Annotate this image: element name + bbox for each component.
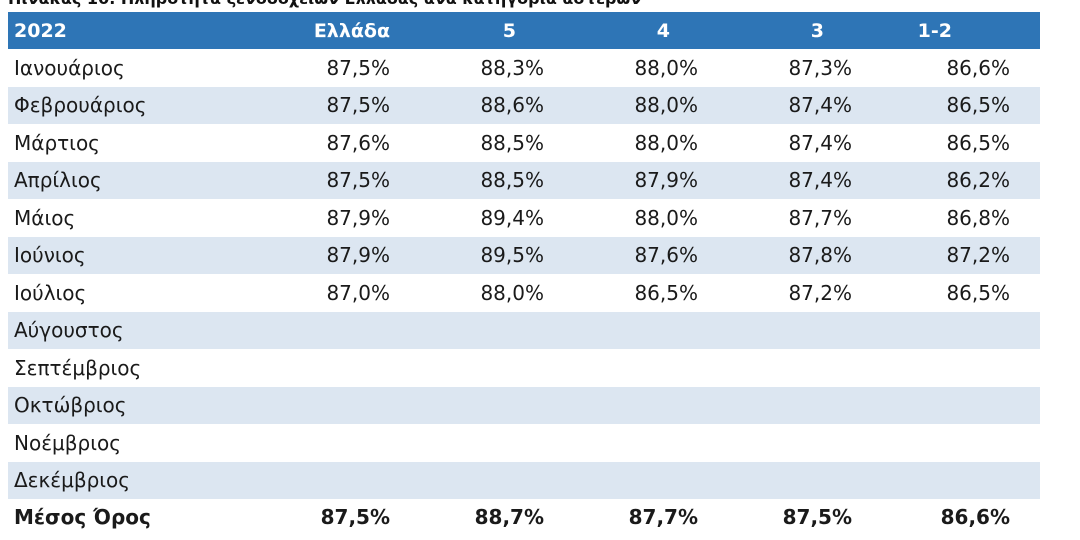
table-row: Ιούλιος 87,0% 88,0% 86,5% 87,2% 86,5%: [8, 274, 1040, 312]
month-label: Ιανουάριος: [14, 55, 125, 80]
occupancy-value: 87,4%: [788, 130, 852, 155]
month-label: Ιούλιος: [14, 280, 87, 305]
occupancy-table: 2022 Ελλάδα 5 4 3 1-2 Ιανουάριος 87,5% 88,…: [8, 12, 1040, 535]
header-year: 2022: [14, 19, 67, 42]
occupancy-value: 86,6%: [946, 55, 1010, 80]
occupancy-value: 87,6%: [326, 130, 390, 155]
month-label: Μάιος: [14, 205, 76, 230]
occupancy-value: 87,5%: [326, 93, 390, 118]
occupancy-value: 86,5%: [634, 280, 698, 305]
month-label: Δεκέμβριος: [14, 468, 131, 493]
table-title: Πίνακας 10. Πληρότητα ξενοδοχείων Ελλάδα…: [8, 0, 641, 9]
occupancy-value: 87,5%: [326, 168, 390, 193]
table-row: Ιανουάριος 87,5% 88,3% 88,0% 87,3% 86,6%: [8, 49, 1040, 87]
average-value: 87,7%: [628, 505, 698, 529]
table-row: Αύγουστος: [8, 311, 1040, 349]
occupancy-value: 86,5%: [946, 280, 1010, 305]
occupancy-value: 87,9%: [326, 205, 390, 230]
occupancy-value: 87,4%: [788, 168, 852, 193]
table-row: Φεβρουάριος 87,5% 88,6% 88,0% 87,4% 86,5%: [8, 86, 1040, 124]
occupancy-value: 88,6%: [480, 93, 544, 118]
occupancy-value: 88,5%: [480, 130, 544, 155]
header-5-star: 5: [502, 19, 516, 42]
occupancy-value: 88,0%: [634, 130, 698, 155]
table-row: Οκτώβριος: [8, 386, 1040, 424]
table-row: Σεπτέμβριος: [8, 349, 1040, 387]
occupancy-value: 87,9%: [634, 168, 698, 193]
average-row: Μέσος Όρος 87,5% 88,7% 87,7% 87,5% 86,6%: [8, 499, 1040, 535]
average-value: 87,5%: [320, 505, 390, 529]
occupancy-value: 87,2%: [946, 243, 1010, 268]
occupancy-value: 87,9%: [326, 243, 390, 268]
occupancy-value: 87,4%: [788, 93, 852, 118]
occupancy-value: 88,0%: [480, 280, 544, 305]
occupancy-value: 87,3%: [788, 55, 852, 80]
occupancy-value: 88,5%: [480, 168, 544, 193]
table-row: Μάρτιος 87,6% 88,5% 88,0% 87,4% 86,5%: [8, 124, 1040, 162]
occupancy-value: 87,6%: [634, 243, 698, 268]
occupancy-value: 87,2%: [788, 280, 852, 305]
month-label: Αύγουστος: [14, 318, 124, 343]
month-label: Απρίλιος: [14, 168, 102, 193]
occupancy-value: 86,2%: [946, 168, 1010, 193]
occupancy-value: 86,5%: [946, 93, 1010, 118]
occupancy-value: 89,4%: [480, 205, 544, 230]
occupancy-value: 88,0%: [634, 205, 698, 230]
occupancy-value: 86,5%: [946, 130, 1010, 155]
average-value: 87,5%: [782, 505, 852, 529]
occupancy-value: 87,0%: [326, 280, 390, 305]
table-row: Δεκέμβριος: [8, 461, 1040, 499]
occupancy-value: 87,8%: [788, 243, 852, 268]
header-3-star: 3: [810, 19, 824, 42]
occupancy-value: 88,3%: [480, 55, 544, 80]
header-4-star: 4: [656, 19, 670, 42]
month-label: Φεβρουάριος: [14, 93, 147, 118]
month-label: Σεπτέμβριος: [14, 355, 142, 380]
month-label: Μάρτιος: [14, 130, 100, 155]
table-header-row: 2022 Ελλάδα 5 4 3 1-2: [8, 12, 1040, 49]
occupancy-value: 87,7%: [788, 205, 852, 230]
occupancy-value: 88,0%: [634, 55, 698, 80]
table-row: Απρίλιος 87,5% 88,5% 87,9% 87,4% 86,2%: [8, 161, 1040, 199]
header-1-2-star: 1-2: [917, 19, 952, 42]
header-greece: Ελλάδα: [313, 19, 390, 42]
occupancy-value: 89,5%: [480, 243, 544, 268]
table-row: Ιούνιος 87,9% 89,5% 87,6% 87,8% 87,2%: [8, 236, 1040, 274]
occupancy-value: 87,5%: [326, 55, 390, 80]
table-row: Νοέμβριος: [8, 424, 1040, 462]
occupancy-value: 88,0%: [634, 93, 698, 118]
average-label: Μέσος Όρος: [14, 505, 151, 529]
average-value: 88,7%: [474, 505, 544, 529]
month-label: Νοέμβριος: [14, 430, 121, 455]
month-label: Ιούνιος: [14, 243, 86, 268]
average-value: 86,6%: [940, 505, 1010, 529]
occupancy-value: 86,8%: [946, 205, 1010, 230]
table-row: Μάιος 87,9% 89,4% 88,0% 87,7% 86,8%: [8, 199, 1040, 237]
month-label: Οκτώβριος: [14, 393, 127, 418]
